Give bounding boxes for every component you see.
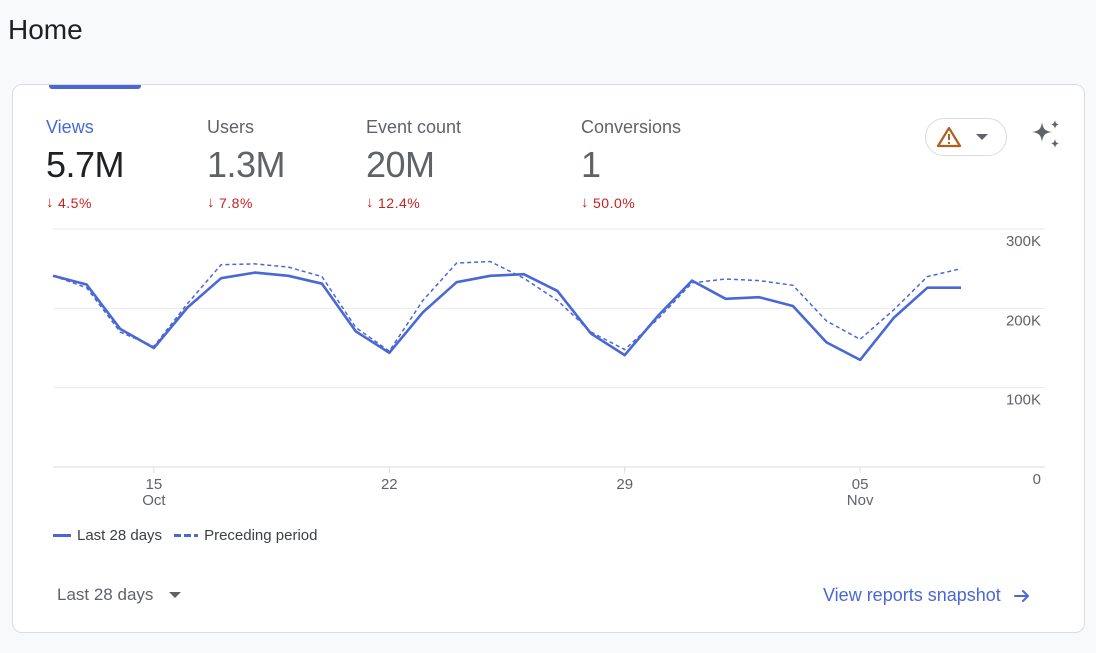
metric-label: Event count [366, 117, 462, 137]
arrow-down-icon: ↓ [366, 194, 374, 211]
metric-label: Conversions [581, 117, 682, 137]
y-tick-label: 100K [1006, 392, 1041, 409]
legend-swatch-solid [53, 534, 71, 537]
chevron-down-icon [976, 134, 988, 140]
metric-tab-users[interactable]: Users 1.3M ↓ 7.8% [207, 117, 286, 211]
chart-legend: Last 28 days Preceding period [53, 527, 317, 544]
metric-change: ↓ 50.0% [581, 194, 681, 211]
metric-change-value: 50.0% [593, 194, 636, 211]
arrow-down-icon: ↓ [207, 194, 215, 211]
metric-value: 20M [366, 144, 435, 185]
metric-change: ↓ 12.4% [366, 194, 461, 211]
x-tick-sublabel: Nov [847, 492, 874, 509]
snapshot-link-label: View reports snapshot [823, 585, 1001, 605]
chevron-down-icon [169, 592, 182, 598]
legend-label: Preceding period [204, 527, 318, 544]
x-tick-label: 15 [146, 476, 163, 493]
y-tick-label: 0 [1033, 471, 1041, 488]
metric-value: 1.3M [207, 144, 286, 185]
arrow-down-icon: ↓ [46, 194, 54, 211]
arrow-down-icon: ↓ [581, 194, 589, 211]
legend-label: Last 28 days [77, 527, 163, 544]
date-range-dropdown[interactable]: Last 28 days [57, 585, 182, 605]
y-tick-label: 200K [1006, 312, 1041, 329]
metric-label: Views [46, 117, 94, 137]
metric-value: 5.7M [46, 144, 125, 185]
metric-change-value: 4.5% [58, 194, 92, 211]
warning-dropdown-button[interactable] [925, 118, 1007, 156]
sparkle-icon[interactable] [1029, 118, 1063, 152]
metric-change-value: 12.4% [378, 194, 421, 211]
metric-label: Users [207, 117, 255, 137]
active-tab-indicator [49, 85, 141, 89]
x-tick-label: 29 [616, 476, 633, 493]
overview-card: Views 5.7M ↓ 4.5% Users 1.3M ↓ 7.8% Event … [12, 84, 1085, 633]
legend-item-previous: Preceding period [174, 527, 317, 544]
legend-swatch-dashed [174, 534, 199, 537]
metric-tab-views[interactable]: Views 5.7M ↓ 4.5% [46, 117, 125, 211]
metric-change-value: 7.8% [219, 194, 253, 211]
metric-tab-event-count[interactable]: Event count 20M ↓ 12.4% [366, 117, 461, 211]
x-tick-label: 05 [852, 476, 869, 493]
warning-triangle-icon [936, 126, 962, 148]
y-tick-label: 300K [1006, 233, 1041, 250]
metric-change: ↓ 4.5% [46, 194, 124, 211]
view-reports-snapshot-link[interactable]: View reports snapshot [823, 585, 1031, 606]
metric-change: ↓ 7.8% [207, 194, 285, 211]
series-line-last-28-days [52, 271, 961, 362]
date-range-label: Last 28 days [57, 585, 154, 604]
metric-tab-conversions[interactable]: Conversions 1 ↓ 50.0% [581, 117, 681, 211]
legend-item-current: Last 28 days [53, 527, 162, 544]
x-tick-label: 22 [381, 476, 398, 493]
x-tick-sublabel: Oct [142, 492, 166, 509]
page-title: Home [8, 14, 83, 45]
metric-value: 1 [581, 144, 601, 185]
arrow-right-icon [1013, 589, 1029, 602]
